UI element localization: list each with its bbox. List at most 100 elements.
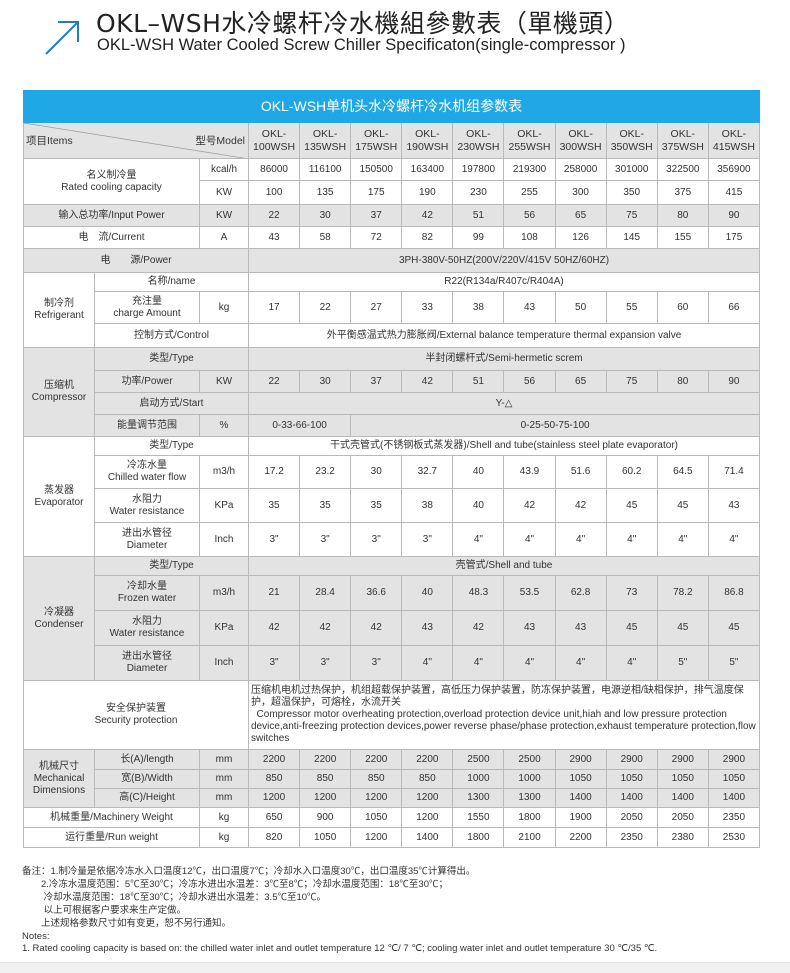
value-cell: 850 bbox=[247, 769, 301, 789]
value-cell: 3PH-380V-50HZ(200V/220V/415V 50HZ/60HZ) bbox=[248, 248, 760, 273]
value-cell: 2200 bbox=[401, 749, 454, 770]
value-cell: 64.5 bbox=[656, 455, 709, 489]
row-label: 冷冻水量 Chilled water flow bbox=[94, 455, 200, 489]
value-cell: 2900 bbox=[605, 749, 658, 770]
value-cell: 90 bbox=[707, 370, 761, 393]
value-cell: 1550 bbox=[452, 807, 505, 828]
value-cell: 2200 bbox=[554, 827, 607, 848]
table-row: 项目Items 型号Model OKL- 100WSH OKL- 135WSH OKL- 17… bbox=[23, 122, 761, 159]
value-cell: 2500 bbox=[503, 749, 556, 770]
value-cell: 1000 bbox=[503, 769, 556, 789]
value-cell: 22 bbox=[247, 204, 301, 227]
value-cell: 0-33-66-100 bbox=[247, 414, 352, 437]
security-en: Compressor motor overheating protection,… bbox=[251, 709, 756, 744]
value-cell: 42 bbox=[401, 204, 454, 227]
value-cell: 4" bbox=[452, 645, 505, 681]
unit-cell: Inch bbox=[199, 645, 249, 681]
value-cell: 4" bbox=[503, 522, 556, 557]
value-cell: 43 bbox=[503, 610, 556, 646]
value-cell: 1200 bbox=[401, 807, 454, 828]
notes: 备注：1.制冷量是依据冷冻水入口温度12℃，出口温度7℃；冷却水入口温度30℃，… bbox=[22, 866, 657, 956]
row-label: 名义制冷量 Rated cooling capacity bbox=[23, 158, 200, 205]
row-label: 能量调节范围 bbox=[94, 414, 200, 437]
value-cell: 42 bbox=[401, 370, 454, 393]
unit-cell: KW bbox=[199, 370, 249, 393]
value-cell: 190 bbox=[401, 180, 454, 205]
value-cell: 38 bbox=[452, 291, 505, 324]
security-cn: 压缩机电机过热保护，机组超载保护装置，高低压力保护装置，防冻保护装置，电源逆相/… bbox=[251, 685, 744, 708]
value-cell: 40 bbox=[401, 575, 454, 611]
value-cell: 4" bbox=[707, 522, 761, 557]
value-cell: 900 bbox=[299, 807, 352, 828]
value-cell: 2350 bbox=[707, 807, 761, 828]
note-line: 冷却水温度范围：18℃至30℃；冷却水进出水温差：3.5℃至10℃。 bbox=[22, 891, 327, 903]
value-cell: 1050 bbox=[299, 827, 352, 848]
value-cell: 1400 bbox=[554, 788, 607, 808]
value-cell: 43.9 bbox=[503, 455, 556, 489]
value-cell: Y-△ bbox=[248, 392, 760, 415]
table-row: 进出水管径 Diameter Inch 3" 3" 3" 4" 4" 4" 4" 4" 5" 5" bbox=[23, 645, 761, 681]
value-cell: 1400 bbox=[707, 788, 761, 808]
unit-cell: kg bbox=[199, 827, 249, 848]
value-cell: 2100 bbox=[503, 827, 556, 848]
row-label: 机械重量/Machinery Weight bbox=[23, 807, 200, 828]
security-value: 压缩机电机过热保护，机组超载保护装置，高低压力保护装置，防冻保护装置，电源逆相/… bbox=[248, 680, 760, 750]
value-cell: 42 bbox=[452, 610, 505, 646]
value-cell: 22 bbox=[247, 370, 301, 393]
footer-bar bbox=[0, 962, 790, 973]
value-cell: 35 bbox=[350, 488, 403, 523]
table-row: 进出水管径 Diameter Inch 3" 3" 3" 3" 4" 4" 4" 4" 4" 4" bbox=[24, 522, 761, 557]
value-cell: 1400 bbox=[605, 788, 658, 808]
value-cell: 1400 bbox=[401, 827, 454, 848]
value-cell: 1800 bbox=[452, 827, 505, 848]
group-label: 压缩机 Compressor bbox=[23, 347, 95, 437]
value-cell: 1800 bbox=[503, 807, 556, 828]
value-cell: 5" bbox=[656, 645, 709, 681]
value-cell: 30 bbox=[350, 455, 403, 489]
value-cell: 2900 bbox=[656, 749, 709, 770]
value-cell: 3" bbox=[350, 645, 403, 681]
value-cell: 82 bbox=[401, 226, 454, 249]
value-cell: 255 bbox=[503, 180, 556, 205]
model-label: 型号Model bbox=[195, 135, 245, 147]
row-label: 宽(B)/Width bbox=[94, 769, 200, 789]
value-cell: 108 bbox=[503, 226, 556, 249]
value-cell: 4" bbox=[554, 645, 607, 681]
value-cell: 30 bbox=[299, 204, 352, 227]
value-cell: 80 bbox=[656, 370, 709, 393]
value-cell: 75 bbox=[605, 370, 658, 393]
model-header: OKL- 230WSH bbox=[452, 122, 505, 159]
table-row: 名义制冷量 Rated cooling capacity kcal/h 86000 11… bbox=[23, 158, 761, 205]
value-cell: 301000 bbox=[605, 158, 658, 181]
value-cell: 71.4 bbox=[707, 455, 761, 489]
table-row: 能量调节范围% 0-33-66-100 0-25-50-75-100 bbox=[23, 414, 760, 437]
value-cell: 3" bbox=[247, 522, 301, 557]
value-cell: 650 bbox=[247, 807, 301, 828]
row-label: 进出水管径 Diameter bbox=[94, 522, 200, 557]
value-cell: 2530 bbox=[707, 827, 761, 848]
value-cell: 1200 bbox=[401, 788, 454, 808]
value-cell: 3" bbox=[247, 645, 301, 681]
value-cell: 0-25-50-75-100 bbox=[350, 414, 760, 437]
row-label: 控制方式/Control bbox=[94, 323, 249, 348]
value-cell: 3" bbox=[299, 645, 352, 681]
value-cell: 175 bbox=[707, 226, 761, 249]
value-cell: 50 bbox=[554, 291, 607, 324]
value-cell: 4" bbox=[656, 522, 709, 557]
table-row: 高(C)/Height mm 1200 1200 1200 1200 1300 1300 140… bbox=[23, 788, 761, 808]
table-row: 安全保护装置 Security protection 压缩机电机过热保护，机组超载保… bbox=[23, 680, 760, 750]
value-cell: 40 bbox=[452, 455, 505, 489]
value-cell: 38 bbox=[401, 488, 454, 523]
value-cell: 17 bbox=[247, 291, 301, 324]
unit-cell: mm bbox=[199, 749, 249, 770]
unit-cell: % bbox=[199, 414, 249, 437]
value-cell: 66 bbox=[707, 291, 761, 324]
items-label: 项目Items bbox=[26, 135, 73, 147]
row-label: 安全保护装置 Security protection bbox=[23, 680, 249, 750]
value-cell: 4" bbox=[605, 522, 658, 557]
value-cell: 42 bbox=[350, 610, 403, 646]
value-cell: 62.8 bbox=[554, 575, 607, 611]
value-cell: 99 bbox=[452, 226, 505, 249]
value-cell: 45 bbox=[605, 488, 658, 523]
value-cell: 100 bbox=[247, 180, 301, 205]
